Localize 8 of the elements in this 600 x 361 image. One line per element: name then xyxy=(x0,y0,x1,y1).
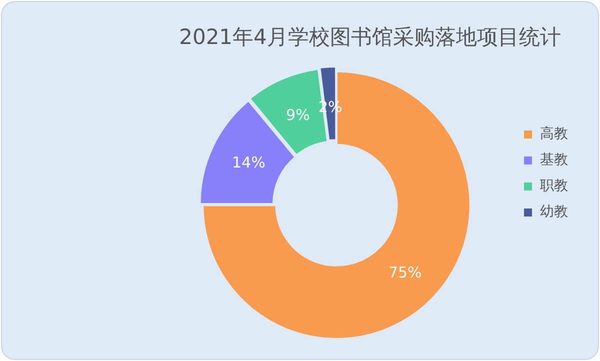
legend-label: 幼教 xyxy=(540,204,568,220)
data-label: 14% xyxy=(232,154,266,172)
data-label: 9% xyxy=(286,106,310,124)
data-label: 75% xyxy=(388,264,422,282)
chart-title: 2021年4月学校图书馆采购落地项目统计 xyxy=(179,25,561,50)
legend-label: 基教 xyxy=(540,152,568,168)
legend-label: 高教 xyxy=(540,126,568,142)
legend-label: 职教 xyxy=(540,178,568,194)
